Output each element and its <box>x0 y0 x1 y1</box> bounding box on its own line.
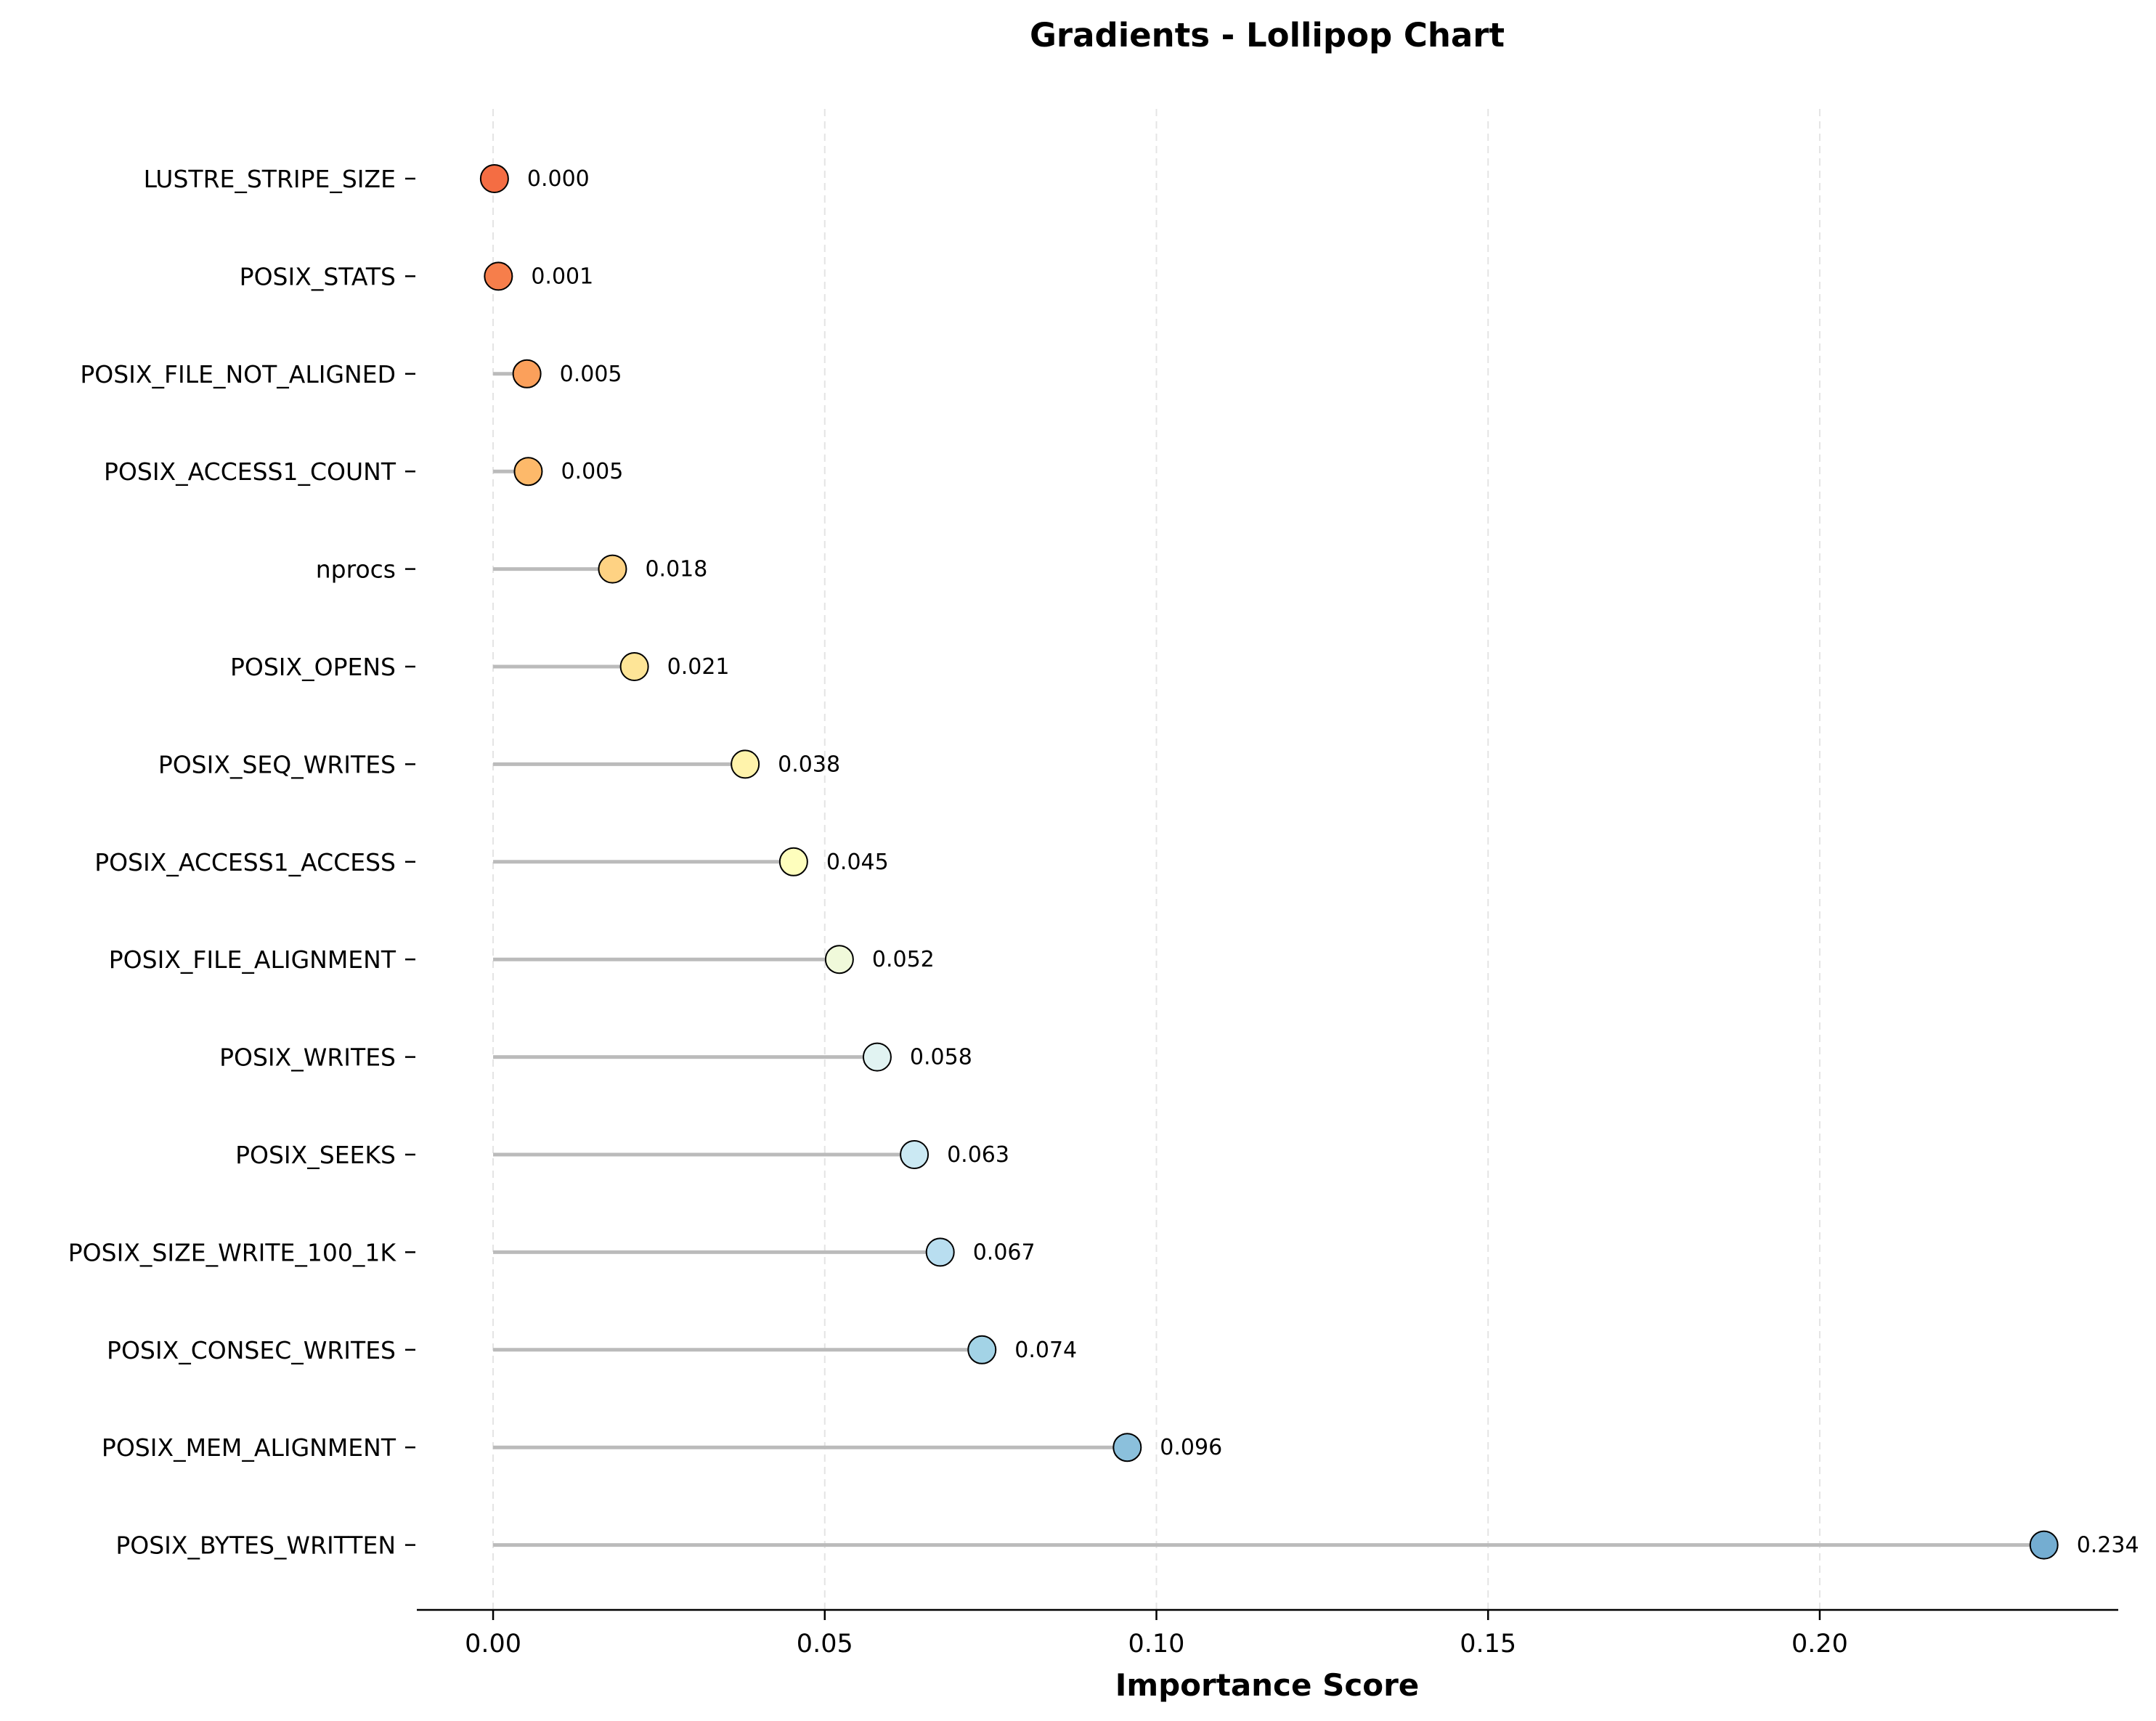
lollipop-marker <box>513 457 543 487</box>
value-label: 0.063 <box>947 1142 1009 1168</box>
x-tick-label: 0.00 <box>465 1630 521 1659</box>
x-tick-label: 0.20 <box>1791 1630 1848 1659</box>
x-tick-label: 0.10 <box>1128 1630 1185 1659</box>
lollipop-marker <box>1112 1433 1142 1462</box>
lollipop-marker <box>925 1237 955 1267</box>
y-tick-label: POSIX_SEQ_WRITES <box>158 750 396 778</box>
y-tick-label: nprocs <box>316 556 396 584</box>
value-label: 0.052 <box>872 947 935 972</box>
y-tick-label: POSIX_SIZE_WRITE_100_1K <box>68 1238 397 1266</box>
lollipop-marker <box>619 652 649 681</box>
y-tick-label: POSIX_BYTES_WRITTEN <box>115 1531 396 1560</box>
value-label: 0.096 <box>1160 1435 1222 1460</box>
y-tick-label: POSIX_STATS <box>240 262 396 290</box>
lollipop-marker <box>512 359 542 388</box>
lollipop-marker <box>778 847 808 876</box>
chart-title: Gradients - Lollipop Chart <box>1030 16 1505 54</box>
x-axis: 0.00 0.05 0.10 0.15 0.20 <box>417 1608 2118 1659</box>
lollipop-marker <box>2029 1530 2059 1560</box>
lollipop-marker <box>862 1042 892 1072</box>
value-label: 0.000 <box>527 166 590 192</box>
value-label: 0.021 <box>667 654 730 680</box>
lollipop-marker <box>824 945 854 975</box>
value-label: 0.005 <box>560 362 622 387</box>
value-labels: 0.000 0.001 0.005 0.005 0.018 0.021 0.038 0.045… <box>527 166 2139 1558</box>
grid-lines <box>492 109 1821 1610</box>
lollipop-marker <box>731 749 760 779</box>
value-label: 0.005 <box>561 459 623 484</box>
lollipop-marker <box>479 164 509 193</box>
markers <box>479 164 2059 1560</box>
value-label: 0.234 <box>2077 1533 2139 1558</box>
y-tick-label: POSIX_CONSEC_WRITES <box>107 1336 396 1364</box>
x-axis-title: Importance Score <box>1115 1667 1420 1703</box>
y-tick-label: POSIX_ACCESS1_COUNT <box>104 457 396 486</box>
value-label: 0.018 <box>645 557 707 582</box>
y-tick-label: POSIX_FILE_NOT_ALIGNED <box>80 360 396 388</box>
lollipop-marker <box>598 554 627 584</box>
value-label: 0.038 <box>778 752 840 777</box>
lollipop-marker <box>967 1335 997 1364</box>
x-tick-label: 0.15 <box>1460 1630 1516 1659</box>
value-label: 0.045 <box>826 850 889 875</box>
y-tick-label: POSIX_OPENS <box>230 653 396 681</box>
y-tick-label: POSIX_MEM_ALIGNMENT <box>102 1433 396 1462</box>
value-label: 0.058 <box>910 1045 972 1070</box>
y-tick-label: POSIX_FILE_ALIGNMENT <box>109 945 396 974</box>
x-tick-label: 0.05 <box>797 1630 853 1659</box>
value-label: 0.067 <box>973 1240 1036 1265</box>
lollipop-marker <box>900 1140 929 1169</box>
y-tick-label: POSIX_WRITES <box>219 1043 396 1072</box>
stems <box>493 176 2044 1547</box>
y-axis: LUSTRE_STRIPE_SIZE POSIX_STATS POSIX_FILE_… <box>68 165 415 1560</box>
value-label: 0.074 <box>1014 1338 1077 1363</box>
y-tick-label: POSIX_ACCESS1_ACCESS <box>94 848 396 876</box>
y-tick-label: POSIX_SEEKS <box>235 1141 396 1169</box>
y-tick-label: LUSTRE_STRIPE_SIZE <box>144 165 396 193</box>
lollipop-marker <box>484 261 513 291</box>
value-label: 0.001 <box>531 264 593 289</box>
